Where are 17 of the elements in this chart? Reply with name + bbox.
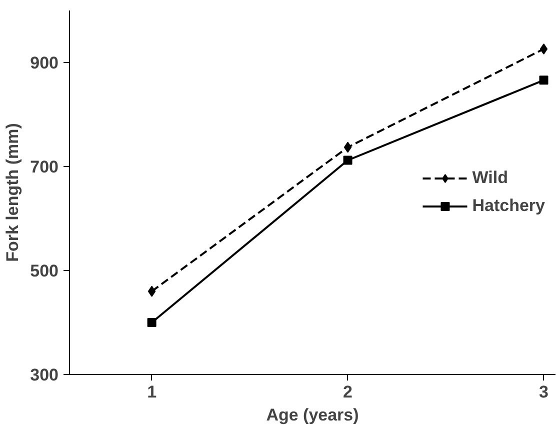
legend-label: Wild — [472, 168, 508, 188]
x-tick-label: 3 — [539, 382, 548, 402]
point — [148, 286, 156, 297]
y-tick-label: 500 — [30, 262, 59, 280]
y-axis-title: Fork length (mm) — [3, 123, 22, 262]
y-tick-label: 300 — [30, 366, 59, 384]
point — [539, 76, 548, 85]
y-tick-label: 900 — [30, 54, 59, 72]
y-tick-label: 700 — [30, 158, 59, 176]
point — [540, 43, 548, 54]
x-tick-label: 2 — [343, 382, 353, 402]
point — [147, 318, 156, 327]
point — [343, 156, 352, 165]
legend-label: Hatchery — [472, 196, 545, 216]
x-tick-label: 1 — [147, 382, 157, 402]
x-axis-title: Age (years) — [266, 406, 359, 424]
point — [344, 142, 352, 153]
